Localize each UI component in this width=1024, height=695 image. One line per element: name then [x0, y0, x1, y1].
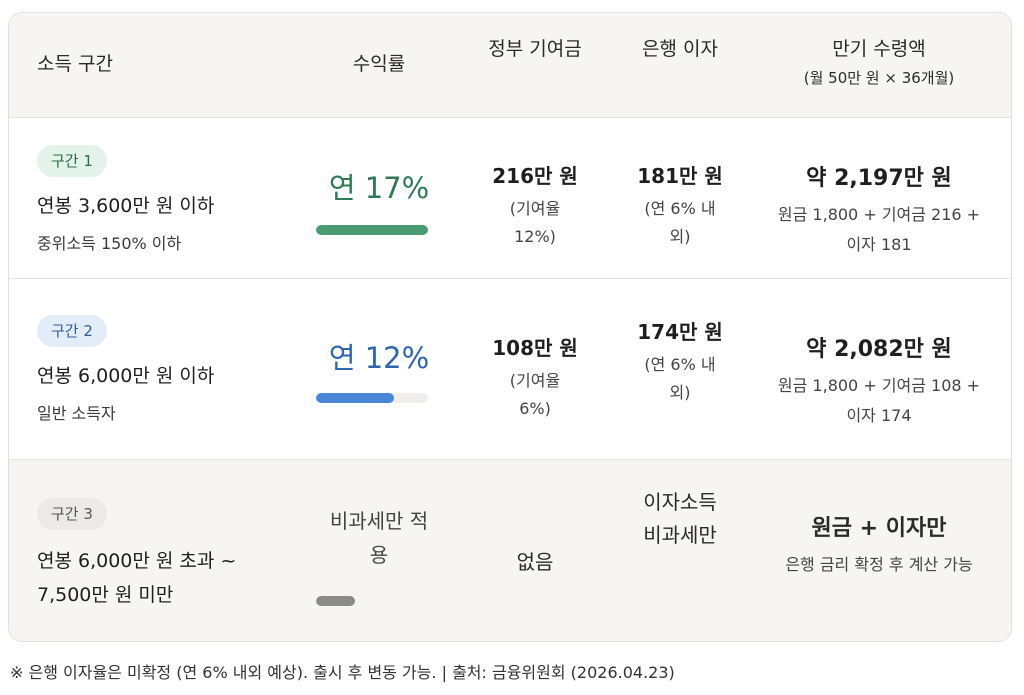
interest-note: (연 6% 내외) [644, 199, 716, 246]
income-condition: 연봉 6,000만 원 이하 [37, 365, 215, 387]
gov-note: (기여율 12%) [509, 199, 561, 246]
maturity-total: 약 2,082만 원 [806, 337, 952, 362]
interest-amount: 181만 원 [637, 164, 723, 188]
maturity-amount: 원금 + 이자만 은행 금리 확정 후 계산 가능 [769, 510, 989, 580]
savings-comparison-table: 소득 구간 수익률 정부 기여금 은행 이자 만기 수령액 (월 50만 원 ×… [8, 12, 1012, 642]
interest-note: (연 6% 내외) [644, 355, 716, 402]
rate-bar [316, 393, 428, 403]
maturity-total: 약 2,197만 원 [806, 166, 952, 191]
bank-interest: 174만 원 (연 6% 내외) [635, 315, 725, 407]
maturity-calc: 은행 금리 확정 후 계산 가능 [785, 555, 973, 574]
rate-value: 비과세만 적용 [329, 509, 429, 567]
bank-interest: 이자소득 비과세만 [643, 490, 717, 547]
rate-value: 연 17% [328, 171, 430, 205]
gov-amount: 108만 원 [492, 336, 578, 360]
interest-amount: 174만 원 [637, 320, 723, 344]
maturity-calc: 원금 1,800 + 기여금 108 + 이자 174 [777, 376, 981, 425]
rate-bar [316, 596, 428, 606]
table-header: 소득 구간 수익률 정부 기여금 은행 이자 만기 수령액 (월 50만 원 ×… [9, 13, 1011, 118]
header-gov-contribution: 정부 기여금 [488, 38, 582, 60]
gov-note: (기여율 6%) [509, 371, 561, 418]
gov-amount: 216만 원 [492, 164, 578, 188]
bank-interest: 181만 원 (연 6% 내외) [620, 159, 740, 251]
rate-value: 연 12% [328, 341, 430, 375]
header-maturity-sub: (월 50만 원 × 36개월) [803, 69, 955, 87]
header-bracket: 소득 구간 [37, 53, 113, 75]
table-row: 구간 2 연봉 6,000만 원 이하 일반 소득자 연 12% 108만 원 … [9, 279, 1011, 460]
gov-contribution: 216만 원 (기여율 12%) [475, 159, 595, 251]
income-condition: 연봉 3,600만 원 이하 [37, 195, 215, 217]
income-condition: 연봉 6,000만 원 초과 ~ 7,500만 원 미만 [37, 550, 237, 606]
rate-bar-fill [316, 393, 395, 403]
gov-contribution: 108만 원 (기여율 6%) [475, 331, 595, 423]
rate-bar-fill [316, 596, 356, 606]
rate-bar [316, 225, 428, 235]
footnote: ※ 은행 이자율은 미확정 (연 6% 내외 예상). 출시 후 변동 가능. … [10, 663, 675, 682]
bracket-badge: 구간 1 [37, 145, 107, 177]
maturity-amount: 약 2,082만 원 원금 1,800 + 기여금 108 + 이자 174 [769, 331, 989, 431]
gov-contribution: 없음 [516, 550, 554, 574]
income-sub: 중위소득 150% 이하 [37, 234, 182, 253]
rate-bar-fill [316, 225, 428, 235]
bracket-badge: 구간 3 [37, 498, 107, 530]
header-maturity-title: 만기 수령액 [832, 38, 926, 60]
maturity-amount: 약 2,197만 원 원금 1,800 + 기여금 216 + 이자 181 [769, 160, 989, 260]
maturity-calc: 원금 1,800 + 기여금 216 + 이자 181 [777, 205, 981, 254]
header-maturity: 만기 수령액 (월 50만 원 × 36개월) [759, 34, 999, 91]
income-sub: 일반 소득자 [37, 404, 116, 423]
table-row: 구간 1 연봉 3,600만 원 이하 중위소득 150% 이하 연 17% 2… [9, 118, 1011, 279]
maturity-total: 원금 + 이자만 [811, 516, 947, 541]
bracket-badge: 구간 2 [37, 315, 107, 347]
header-bank-interest: 은행 이자 [642, 38, 718, 60]
header-rate: 수익률 [352, 53, 406, 75]
table-row: 구간 3 연봉 6,000만 원 초과 ~ 7,500만 원 미만 비과세만 적… [9, 460, 1011, 641]
